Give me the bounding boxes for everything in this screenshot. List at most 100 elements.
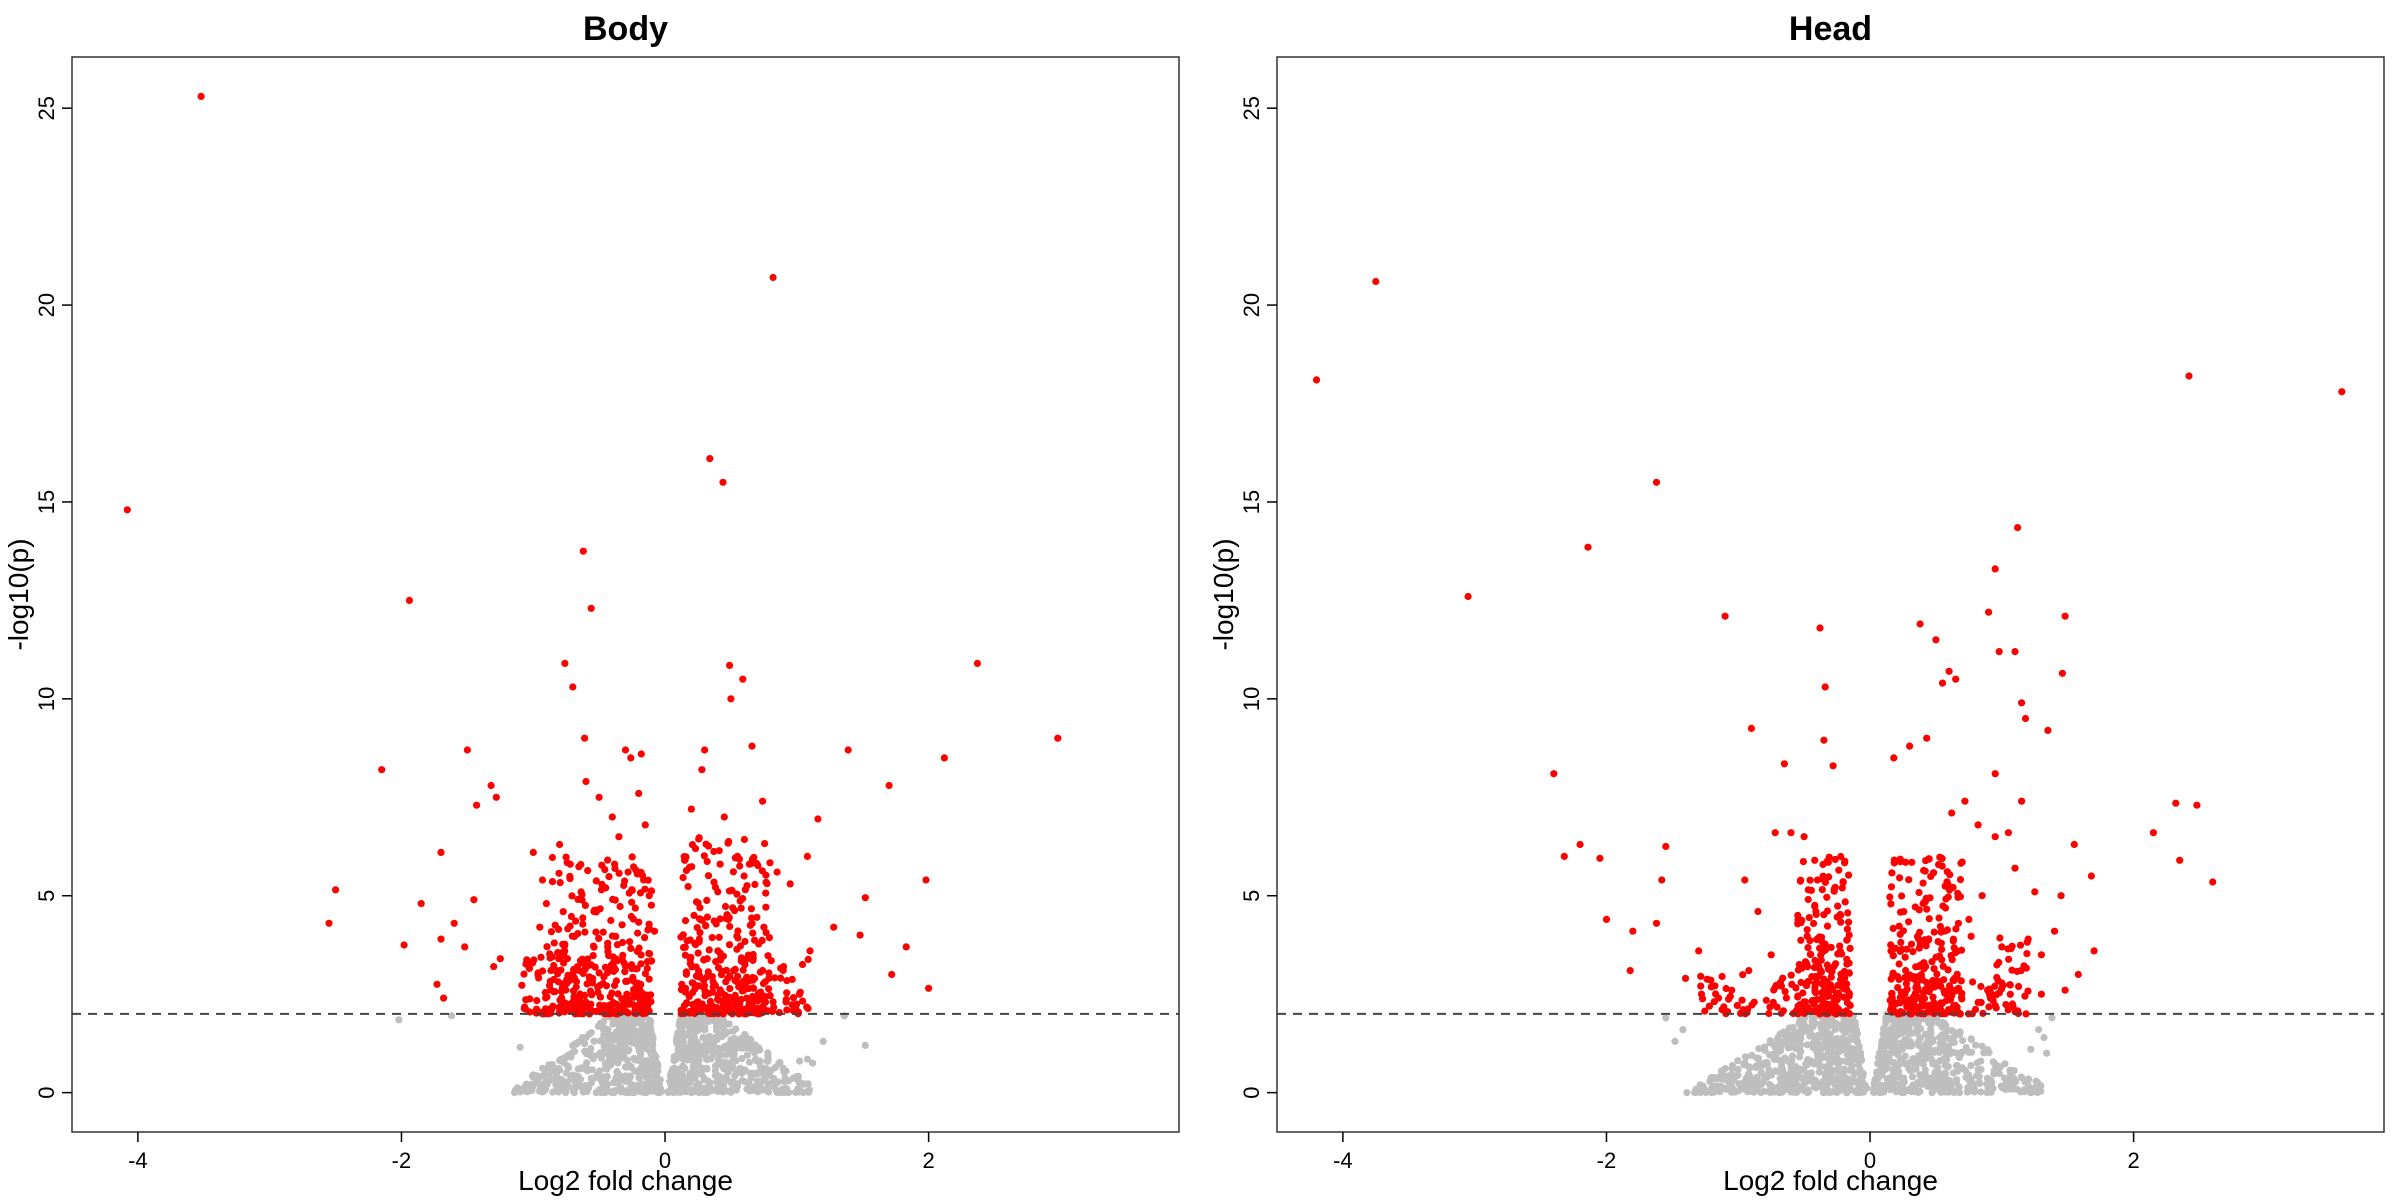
point-nonsignificant: [1878, 1040, 1886, 1048]
point-significant: [630, 986, 638, 994]
point-significant: [1907, 940, 1916, 948]
point-significant: [1766, 1003, 1774, 1011]
point-significant: [614, 990, 622, 998]
point-significant: [1823, 857, 1831, 865]
point-significant: [1827, 943, 1835, 952]
point-nonsignificant: [2027, 1045, 2035, 1053]
point-nonsignificant: [1731, 1088, 1739, 1096]
point-nonsignificant: [1987, 1085, 1995, 1093]
point-significant: [2185, 372, 2193, 380]
point-significant: [1797, 978, 1805, 987]
point-significant: [615, 1007, 624, 1015]
point-significant: [677, 933, 685, 941]
point-nonsignificant: [640, 1022, 648, 1031]
point-significant: [1896, 999, 1904, 1007]
point-significant: [940, 754, 949, 762]
point-significant: [1821, 946, 1830, 954]
point-nonsignificant: [583, 1059, 591, 1067]
point-significant: [1811, 856, 1819, 864]
point-significant: [683, 937, 691, 945]
point-significant: [1836, 942, 1844, 950]
point-significant: [803, 1003, 811, 1011]
point-nonsignificant: [625, 1063, 633, 1071]
point-significant: [795, 990, 804, 998]
point-nonsignificant: [674, 1046, 682, 1054]
point-significant: [637, 960, 645, 968]
point-significant: [1890, 859, 1898, 867]
point-nonsignificant: [1826, 1065, 1834, 1073]
point-nonsignificant: [1878, 1064, 1886, 1072]
point-significant: [2022, 964, 2030, 972]
point-nonsignificant: [1848, 1045, 1856, 1053]
point-nonsignificant: [703, 1065, 711, 1073]
point-nonsignificant: [2009, 1085, 2017, 1093]
point-significant: [734, 934, 742, 942]
y-tick-label: 15: [34, 490, 59, 514]
point-significant: [2193, 801, 2201, 809]
x-tick-label: -4: [128, 1148, 148, 1173]
point-significant: [727, 1006, 735, 1014]
point-significant: [473, 801, 481, 809]
point-significant: [556, 840, 564, 849]
point-significant: [496, 955, 504, 963]
point-significant: [1745, 967, 1753, 975]
point-significant: [621, 968, 629, 976]
point-nonsignificant: [738, 1077, 746, 1085]
point-significant: [733, 890, 741, 898]
point-significant: [1986, 994, 1994, 1002]
point-significant: [1823, 922, 1832, 930]
y-tick-label: 25: [1239, 96, 1264, 120]
point-nonsignificant: [1734, 1065, 1742, 1074]
point-significant: [1762, 996, 1770, 1004]
point-significant: [564, 925, 572, 933]
point-significant: [570, 993, 578, 1001]
point-significant: [1825, 873, 1833, 881]
point-significant: [575, 863, 583, 871]
point-significant: [1942, 895, 1950, 903]
point-nonsignificant: [1833, 1054, 1841, 1062]
point-nonsignificant: [1826, 1030, 1834, 1038]
point-significant: [433, 980, 441, 988]
point-nonsignificant: [1913, 1058, 1921, 1066]
point-significant: [1741, 876, 1749, 884]
point-nonsignificant: [1839, 1034, 1847, 1042]
point-significant: [1576, 840, 1584, 849]
point-nonsignificant: [2007, 1074, 2015, 1082]
point-significant: [680, 1002, 689, 1010]
point-significant: [2021, 714, 2030, 723]
point-significant: [695, 915, 704, 923]
point-nonsignificant: [809, 1059, 817, 1067]
point-significant: [682, 970, 691, 978]
point-significant: [686, 863, 694, 871]
point-significant: [766, 992, 774, 1000]
point-significant: [642, 997, 650, 1005]
point-nonsignificant: [687, 1038, 695, 1047]
point-significant: [2338, 388, 2346, 396]
point-significant: [450, 919, 458, 927]
point-nonsignificant: [1796, 1043, 1804, 1051]
point-significant: [803, 852, 812, 861]
point-significant: [1991, 770, 1999, 778]
point-significant: [765, 974, 773, 982]
point-significant: [726, 922, 734, 931]
point-nonsignificant: [1771, 1041, 1779, 1050]
point-nonsignificant: [743, 1051, 751, 1059]
point-significant: [1807, 886, 1815, 895]
point-nonsignificant: [1977, 1065, 1985, 1074]
point-nonsignificant: [1967, 1035, 1975, 1043]
point-significant: [690, 911, 698, 920]
point-nonsignificant: [1973, 1072, 1981, 1080]
point-nonsignificant: [1931, 1068, 1939, 1077]
point-nonsignificant: [737, 1066, 745, 1074]
point-significant: [608, 813, 616, 821]
point-nonsignificant: [1970, 1085, 1978, 1093]
point-nonsignificant: [1825, 1076, 1834, 1084]
point-significant: [1812, 989, 1820, 997]
point-significant: [2061, 986, 2069, 994]
point-significant: [548, 853, 557, 862]
point-significant: [1652, 919, 1661, 927]
point-significant: [1984, 986, 1992, 994]
point-significant: [626, 938, 634, 946]
